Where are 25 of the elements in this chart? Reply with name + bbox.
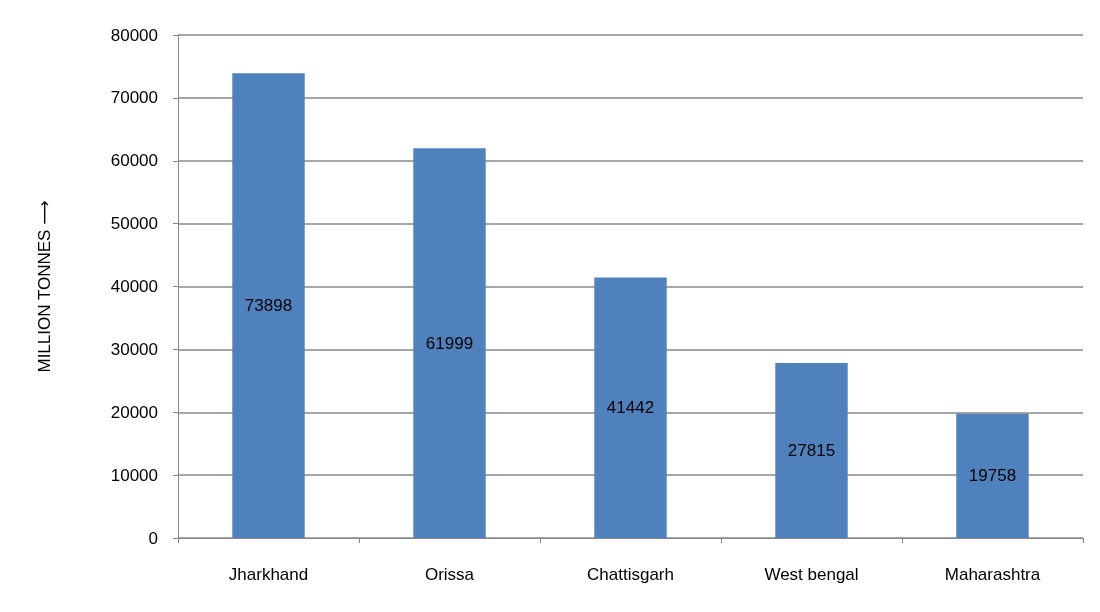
y-tick-label: 70000: [110, 88, 158, 108]
y-tick-label: 60000: [110, 151, 158, 171]
y-tick-label: 20000: [110, 402, 158, 422]
bar: [775, 363, 848, 538]
data-label: 41442: [606, 398, 655, 418]
x-tick-label: Maharashtra: [944, 565, 1041, 584]
x-tick-label: Jharkhand: [228, 565, 309, 584]
bar: [413, 148, 486, 538]
x-tick-label: West bengal: [764, 565, 859, 584]
y-tick-label: 30000: [110, 339, 158, 359]
data-label: 27815: [787, 441, 836, 461]
y-tick-label: 10000: [110, 465, 158, 485]
y-tick-label: 80000: [110, 25, 158, 45]
data-label: 61999: [425, 333, 474, 353]
bar: [594, 277, 667, 538]
data-label: 73898: [244, 296, 293, 316]
y-tick-label: 0: [148, 528, 158, 548]
y-axis-title: MILLION TONNES ⟶: [35, 200, 54, 373]
x-tick-label: Orissa: [424, 565, 475, 584]
y-tick-label: 40000: [110, 277, 158, 296]
data-label: 19758: [968, 466, 1017, 486]
bar: [956, 413, 1029, 538]
x-tick-label: Chattisgarh: [587, 565, 674, 584]
bar: [232, 73, 305, 538]
y-tick-label: 50000: [110, 214, 158, 234]
